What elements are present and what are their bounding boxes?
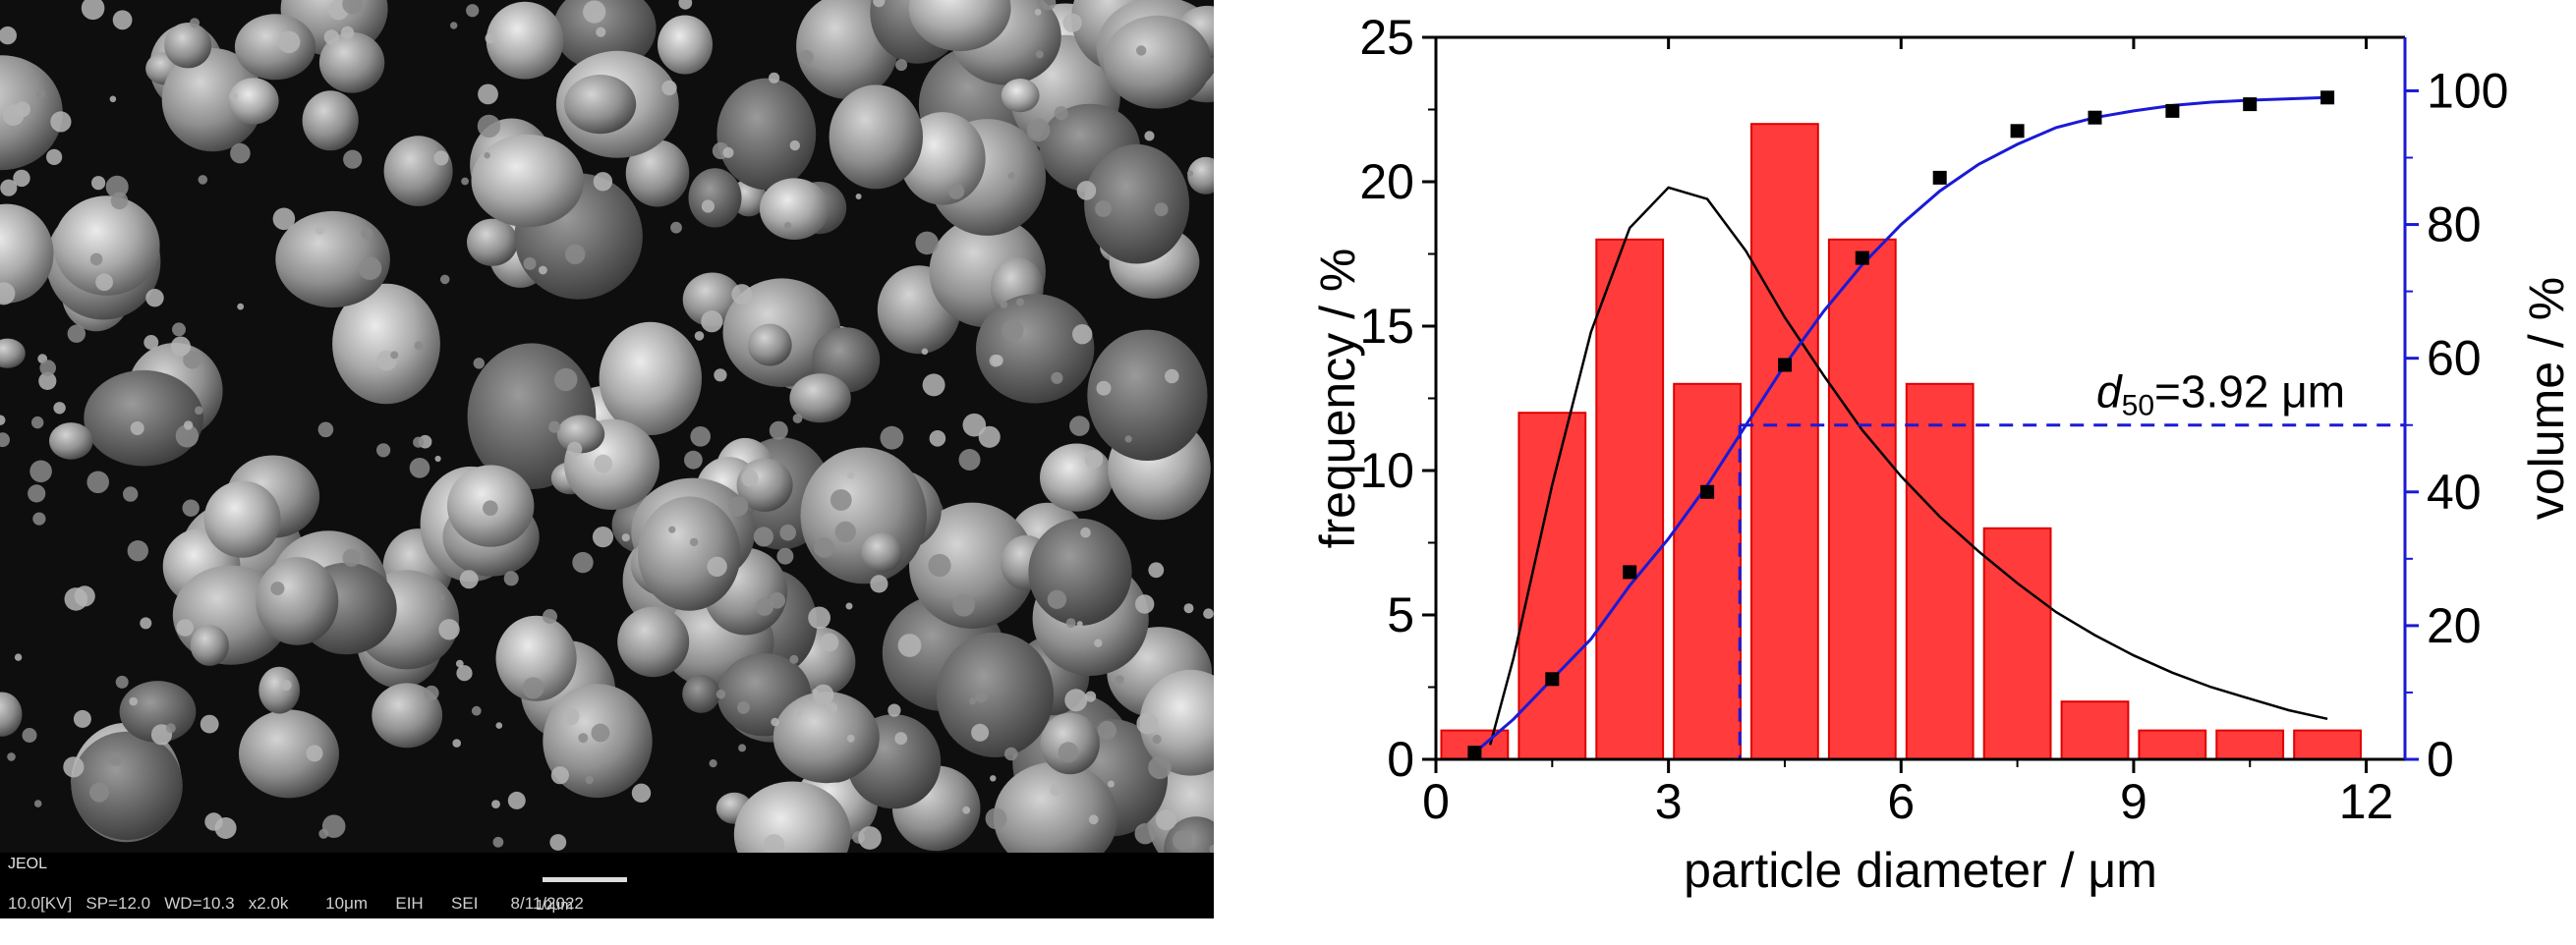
sem-micrograph: JEOL 10μm 10.0[KV] SP=12.0 WD=10.3 x2.0k… — [0, 0, 1264, 918]
bar — [1905, 382, 1975, 760]
d50-label-prefix: d — [2096, 366, 2123, 417]
bar — [2060, 700, 2130, 761]
d50-label-sub: 50 — [2122, 390, 2154, 422]
y-tick-label: 15 — [1359, 299, 1414, 354]
bar — [2138, 729, 2207, 760]
cumulative-volume-point — [2088, 110, 2102, 125]
frequency-fit-layer — [1488, 186, 2328, 746]
x-tick-label: 12 — [2339, 774, 2394, 829]
x-tick-label: 9 — [2120, 774, 2147, 829]
y2-tick-label: 0 — [2427, 732, 2454, 787]
x-tick-label: 3 — [1655, 774, 1683, 829]
y-tick-label: 0 — [1387, 732, 1414, 787]
cumulative-volume-point — [2320, 90, 2335, 105]
cumulative-volume-point — [2010, 124, 2025, 139]
cumulative-volume-point — [1778, 358, 1792, 372]
x-tick-label: 6 — [1887, 774, 1915, 829]
d50-layer — [1738, 423, 2405, 759]
y-tick-label: 10 — [1359, 443, 1414, 498]
y-tick-label: 20 — [1359, 154, 1414, 209]
y2-tick-label: 80 — [2427, 197, 2482, 252]
cumulative-volume-point — [1623, 565, 1637, 580]
y-tick-label: 5 — [1387, 587, 1414, 642]
cumulative-volume-point — [2243, 97, 2258, 112]
y-tick-label: 25 — [1359, 10, 1414, 65]
cumulative-volume-curve — [1473, 95, 2328, 754]
y-axis-title: frequency / % — [1310, 249, 1365, 549]
bar — [2215, 729, 2285, 760]
d50-label-text: =3.92 μm — [2154, 366, 2345, 417]
cumulative-volume-point — [1467, 746, 1482, 760]
cumulative-volume-point — [1545, 672, 1560, 687]
cumulative-volume-point — [1932, 170, 1947, 185]
bar — [1673, 382, 1743, 760]
cumulative-volume-point — [1700, 484, 1715, 499]
x-tick-label: 0 — [1422, 774, 1450, 829]
sem-logo-text: JEOL — [8, 856, 47, 872]
bars-layer — [1440, 123, 2362, 761]
cumulative-layer — [1467, 90, 2335, 760]
sem-info-line: 10.0[KV] SP=12.0 WD=10.3 x2.0k 10μm EIH … — [8, 894, 584, 913]
y2-tick-label: 20 — [2427, 598, 2482, 653]
cumulative-volume-point — [1855, 250, 1869, 265]
y2-tick-label: 100 — [2427, 63, 2508, 118]
frequency-fit-curve — [1488, 186, 2328, 746]
d50-label: d50=3.92 μm — [2096, 366, 2345, 422]
psd-chart-svg: 0 3 6 9 12 0 5 10 15 20 25 0 20 40 60 80 100 d50=3.92 μm… — [1310, 10, 2574, 898]
bar — [1750, 123, 1819, 760]
y2-axis-title: volume / % — [2519, 277, 2574, 520]
cumulative-volume-point — [2165, 103, 2180, 118]
bar — [1595, 238, 1665, 761]
bar — [2293, 729, 2362, 760]
x-axis-title: particle diameter / μm — [1684, 843, 2157, 898]
sem-image: JEOL 10μm 10.0[KV] SP=12.0 WD=10.3 x2.0k… — [0, 0, 1264, 918]
psd-chart: 0 3 6 9 12 0 5 10 15 20 25 0 20 40 60 80 100 d50=3.92 μm… — [1238, 0, 2576, 940]
sem-scalebar-label: 10μm — [536, 897, 573, 914]
y2-tick-label: 40 — [2427, 465, 2482, 520]
axes-layer: 0 3 6 9 12 0 5 10 15 20 25 0 20 40 60 80 100 — [1359, 10, 2508, 829]
bar — [1982, 527, 2052, 760]
bar — [1827, 238, 1897, 761]
y2-tick-label: 60 — [2427, 331, 2482, 386]
